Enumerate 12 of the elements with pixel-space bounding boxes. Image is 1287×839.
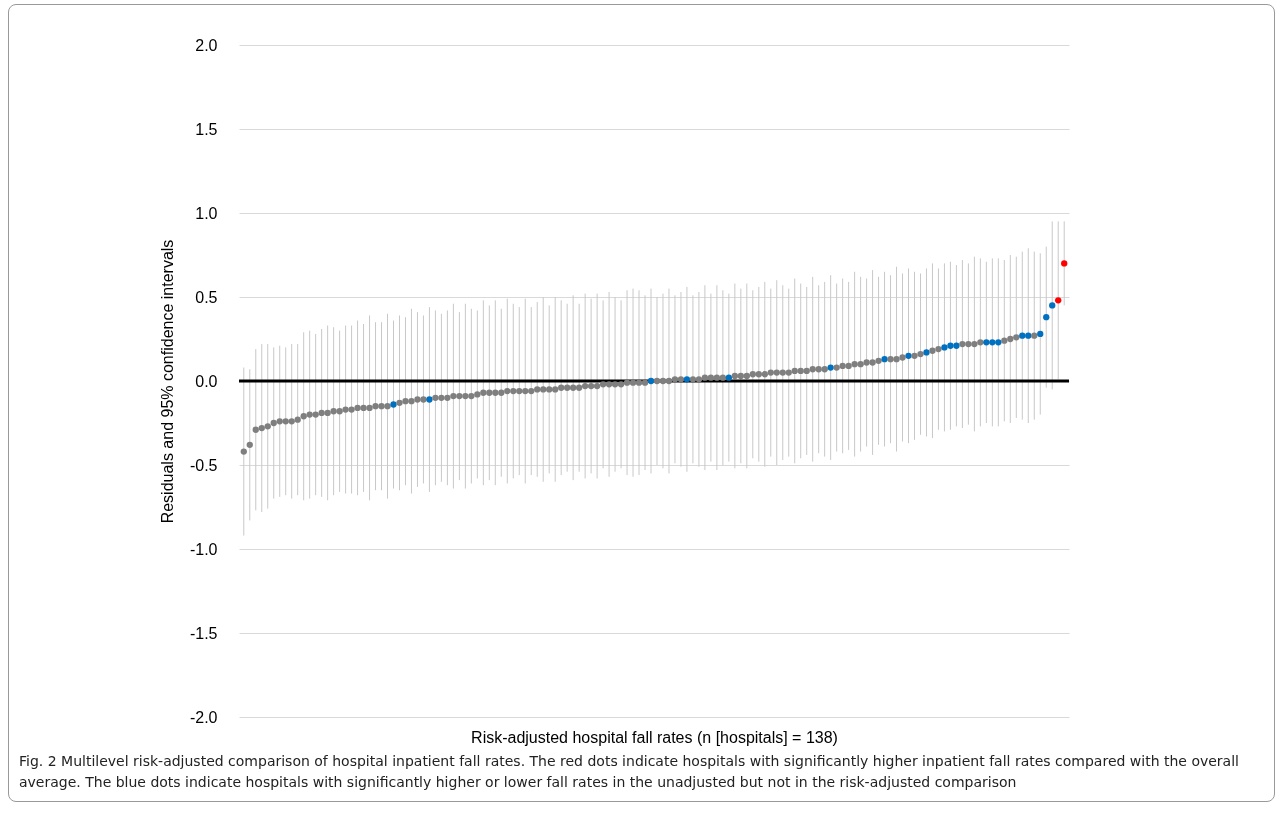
y-axis-title: Residuals and 95% confidence intervals — [158, 239, 176, 524]
x-axis-title: Risk-adjusted hospital fall rates (n [hospitals] = 138) — [471, 728, 838, 746]
y-tick-label: -1.5 — [189, 624, 218, 642]
y-tick-label: 2.0 — [195, 36, 218, 54]
y-tick-label: -2.0 — [189, 708, 218, 726]
y-tick-label: -0.5 — [189, 456, 218, 474]
y-tick-label: 0.0 — [195, 372, 218, 390]
y-tick-label: 0.5 — [195, 288, 218, 306]
y-tick-label: 1.0 — [195, 204, 218, 222]
y-tick-label: -1.0 — [189, 540, 218, 558]
y-tick-label: 1.5 — [195, 120, 218, 138]
caption: Fig. 2 Multilevel risk-adjusted comparison of hospital inpatient fall rates. The red dots indicate hospitals with significantly higher inpatient fall rates compared with the overall average. The blue dots indicate hospitals with significantly higher or lower fall rates in the unadjusted but not in the risk-adjusted comparison — [19, 752, 1240, 792]
